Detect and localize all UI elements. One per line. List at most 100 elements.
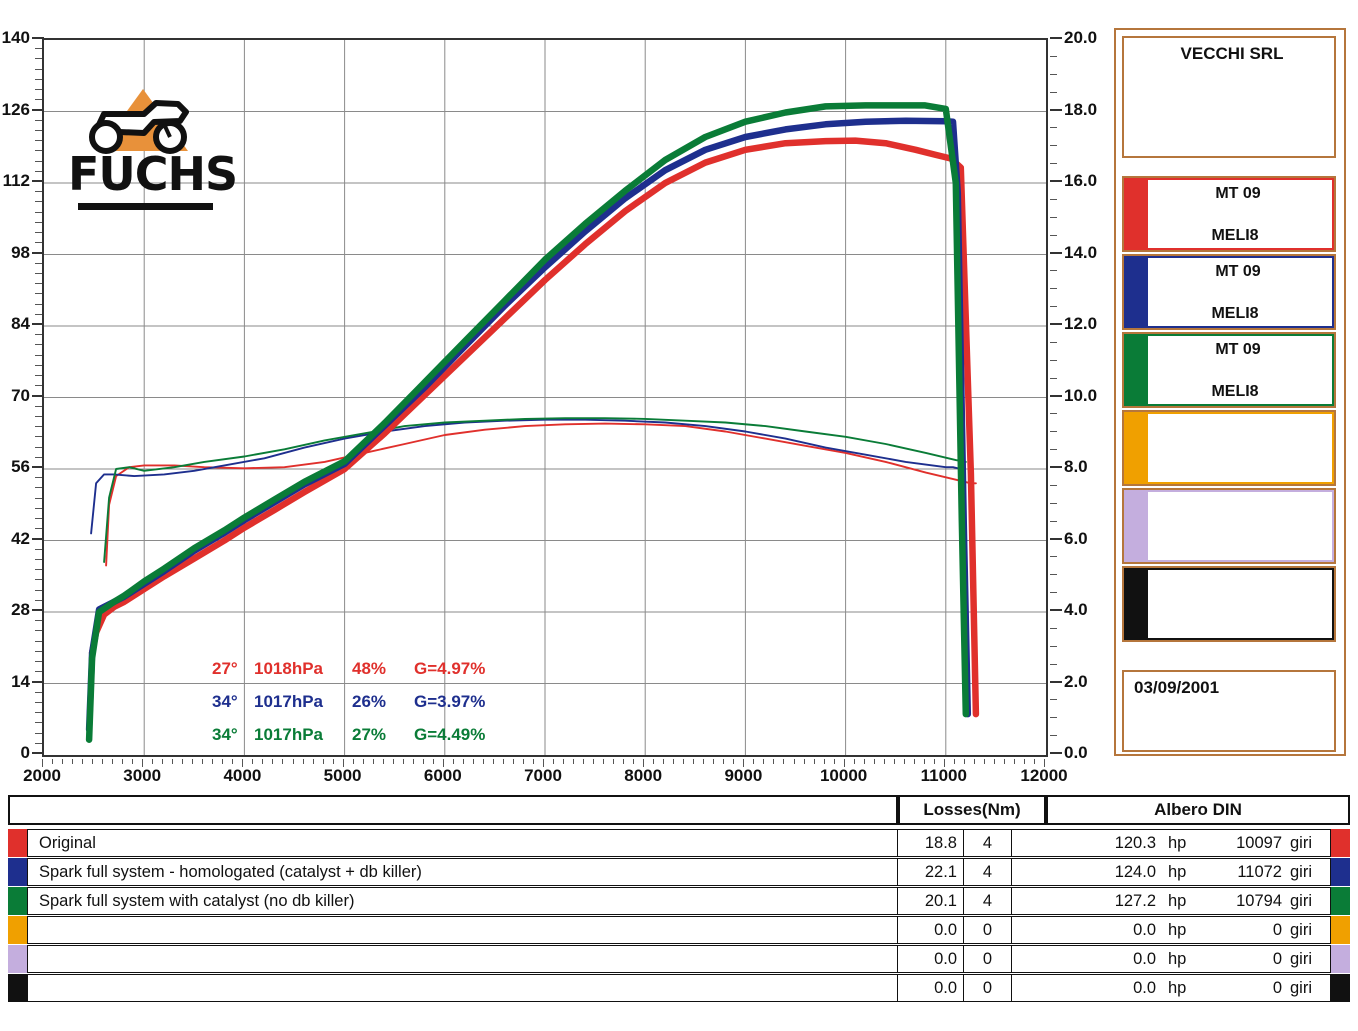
y-minor-tick-left — [35, 375, 42, 377]
row-losses-nm: 0.0 — [898, 945, 964, 973]
y-tick-right-4.0: 4.0 — [1064, 600, 1088, 619]
x-minor-tick — [723, 759, 725, 764]
y-tick-mark-right — [1050, 251, 1062, 254]
x-tick-2000: 2000 — [23, 766, 61, 785]
table-row[interactable]: Original 18.8 4 120.3 hp 10097 giri — [8, 829, 1350, 857]
row-rpm-unit: giri — [1290, 891, 1313, 910]
x-minor-tick — [683, 759, 685, 764]
y-minor-tick-right — [1050, 484, 1057, 486]
x-minor-tick — [532, 759, 534, 764]
plot-area — [42, 38, 1048, 757]
legend-color-swatch — [1124, 412, 1146, 484]
row-rpm-value: 11072 — [1237, 862, 1282, 881]
info-sidebar: VECCHI SRL MT 09 MELI8 MT 09 MELI8 MT 09 MELI… — [1114, 28, 1346, 756]
row-power-unit: hp — [1168, 862, 1187, 881]
y-minor-tick-right — [1050, 198, 1057, 200]
legend-entry-2[interactable]: MT 09 MELI8 — [1122, 254, 1336, 330]
y-minor-tick-right — [1050, 270, 1057, 272]
y-minor-tick-left — [35, 507, 42, 509]
atmos-pressure: 1017hPa — [254, 725, 323, 745]
y-tick-mark-right — [1050, 108, 1062, 111]
y-tick-left-42: 42 — [11, 528, 30, 548]
y-minor-tick-left — [35, 293, 42, 295]
x-minor-tick — [102, 759, 104, 764]
y-tick-mark-left — [32, 752, 44, 754]
atmos-humidity: 48% — [352, 659, 387, 678]
y-tick-mark-right — [1050, 537, 1062, 540]
x-minor-tick — [492, 759, 494, 764]
x-tick-mark — [142, 759, 144, 767]
x-minor-tick — [713, 759, 715, 764]
y-minor-tick-left — [35, 354, 42, 356]
x-minor-tick — [883, 759, 885, 764]
x-minor-tick — [62, 759, 64, 764]
row-albero-cell: 0.0 hp 0 giri — [1012, 974, 1331, 1002]
atmos-g: G=3.97% — [414, 692, 486, 712]
y-minor-tick-right — [1050, 574, 1057, 576]
legend-color-swatch — [1124, 256, 1146, 328]
legend-inner: MT 09 MELI8 — [1146, 178, 1334, 250]
y-minor-tick-left — [35, 589, 42, 591]
y-minor-tick-left — [35, 58, 42, 60]
y-minor-tick-left — [35, 272, 42, 274]
x-minor-tick — [522, 759, 524, 764]
x-minor-tick — [653, 759, 655, 764]
legend-entry-3[interactable]: MT 09 MELI8 — [1122, 332, 1336, 408]
x-minor-tick — [983, 759, 985, 764]
row-rpm-value: 10794 — [1236, 891, 1282, 910]
x-tick-4000: 4000 — [223, 766, 262, 785]
legend-entry-1[interactable]: MT 09 MELI8 — [1122, 176, 1336, 252]
table-row[interactable]: Spark full system with catalyst (no db k… — [8, 887, 1350, 915]
row-albero-cell: 120.3 hp 10097 giri — [1012, 829, 1331, 857]
x-tick-11000: 11000 — [920, 766, 967, 785]
row-losses-nm: 22.1 — [898, 858, 964, 886]
row-color-swatch — [8, 916, 27, 944]
x-tick-mark — [242, 759, 244, 767]
y-minor-tick-left — [35, 303, 42, 305]
legend-entry-5[interactable] — [1122, 488, 1336, 564]
motorcycle-icon — [89, 100, 189, 154]
atmos-temp: 34° — [212, 692, 238, 712]
legend-entry-6[interactable] — [1122, 566, 1336, 642]
row-end-swatch — [1331, 887, 1350, 915]
x-minor-tick — [1013, 759, 1015, 764]
y-minor-tick-left — [35, 334, 42, 336]
x-minor-tick — [482, 759, 484, 764]
y-minor-tick-right — [1050, 717, 1057, 719]
y-minor-tick-right — [1050, 627, 1057, 629]
atmos-pressure: 1017hPa — [254, 692, 323, 712]
y-minor-tick-right — [1050, 234, 1057, 236]
row-description — [27, 974, 626, 1002]
y-tick-right-18.0: 18.0 — [1064, 99, 1098, 119]
table-row[interactable]: 0.0 0 0.0 hp 0 giri — [8, 945, 1350, 973]
x-minor-tick — [392, 759, 394, 764]
legend-inner — [1146, 412, 1334, 484]
row-spare-cell — [626, 916, 898, 944]
x-minor-tick — [432, 759, 434, 764]
x-minor-tick — [973, 759, 975, 764]
y-tick-mark-left — [32, 323, 44, 325]
x-minor-tick — [823, 759, 825, 764]
x-minor-tick — [422, 759, 424, 764]
row-color-swatch — [8, 887, 27, 915]
legend-entry-4[interactable] — [1122, 410, 1336, 486]
table-row[interactable]: 0.0 0 0.0 hp 0 giri — [8, 916, 1350, 944]
row-power-value: 120.3 — [1114, 833, 1156, 852]
y-minor-tick-right — [1050, 91, 1057, 93]
x-minor-tick — [502, 759, 504, 764]
x-minor-tick — [122, 759, 124, 764]
y-tick-mark-left — [32, 680, 44, 683]
table-row[interactable]: Spark full system - homologated (catalys… — [8, 858, 1350, 886]
table-row[interactable]: 0.0 0 0.0 hp 0 giri — [8, 974, 1350, 1002]
row-rpm-value: 0 — [1272, 978, 1282, 997]
x-minor-tick — [583, 759, 585, 764]
y-minor-tick-left — [35, 364, 42, 366]
x-minor-tick — [903, 759, 905, 764]
y-minor-tick-left — [35, 344, 42, 346]
legend-inner: MT 09 MELI8 — [1146, 256, 1334, 328]
atmos-row-3: 34° 1017hPa 27% G=4.49% — [212, 718, 485, 751]
y-minor-tick-left — [35, 518, 42, 520]
header-albero: Albero DIN — [1046, 795, 1350, 825]
x-tick-mark — [843, 759, 845, 767]
y-tick-mark-left — [32, 394, 44, 397]
